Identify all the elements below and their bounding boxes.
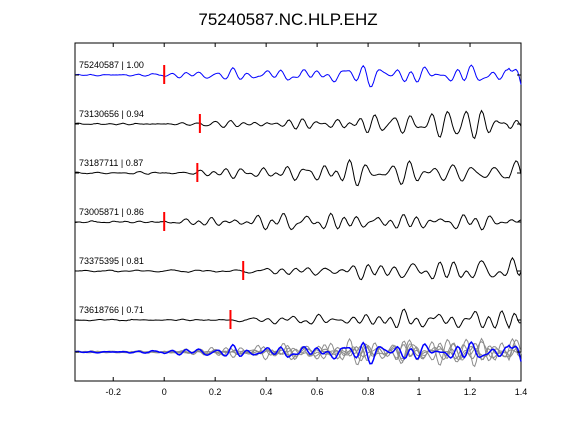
x-tick-label: 0 bbox=[162, 387, 167, 397]
x-tick-label: 0.4 bbox=[260, 387, 273, 397]
trace-line bbox=[74, 109, 522, 140]
trace-line bbox=[74, 256, 522, 281]
trace-line bbox=[74, 308, 522, 330]
x-tick-label: 1.4 bbox=[515, 387, 528, 397]
trace-line bbox=[74, 64, 522, 88]
trace-label: 73130656 | 0.94 bbox=[79, 109, 144, 119]
x-tick-label: 1 bbox=[417, 387, 422, 397]
stack-reference-trace bbox=[74, 340, 522, 365]
trace-line bbox=[74, 158, 522, 187]
axes-box bbox=[74, 42, 522, 382]
x-tick-label: 0.2 bbox=[209, 387, 222, 397]
trace-label: 73005871 | 0.86 bbox=[79, 207, 144, 217]
trace-label: 73618766 | 0.71 bbox=[79, 305, 144, 315]
trace-label: 73375395 | 0.81 bbox=[79, 256, 144, 266]
x-tick-label: -0.2 bbox=[105, 387, 121, 397]
trace-label: 75240587 | 1.00 bbox=[79, 60, 144, 70]
x-tick-label: 0.6 bbox=[311, 387, 324, 397]
trace-label: 73187711 | 0.87 bbox=[79, 158, 143, 168]
plot-area: -0.2 0 0.2 0.4 0.6 0.8 1 1.2 1.4 75240587 | 1.00 7… bbox=[74, 42, 528, 397]
chart-title: 75240587.NC.HLP.EHZ bbox=[198, 10, 377, 29]
x-tick-label: 1.2 bbox=[464, 387, 477, 397]
x-tick-label: 0.8 bbox=[362, 387, 375, 397]
trace-line bbox=[74, 212, 522, 231]
